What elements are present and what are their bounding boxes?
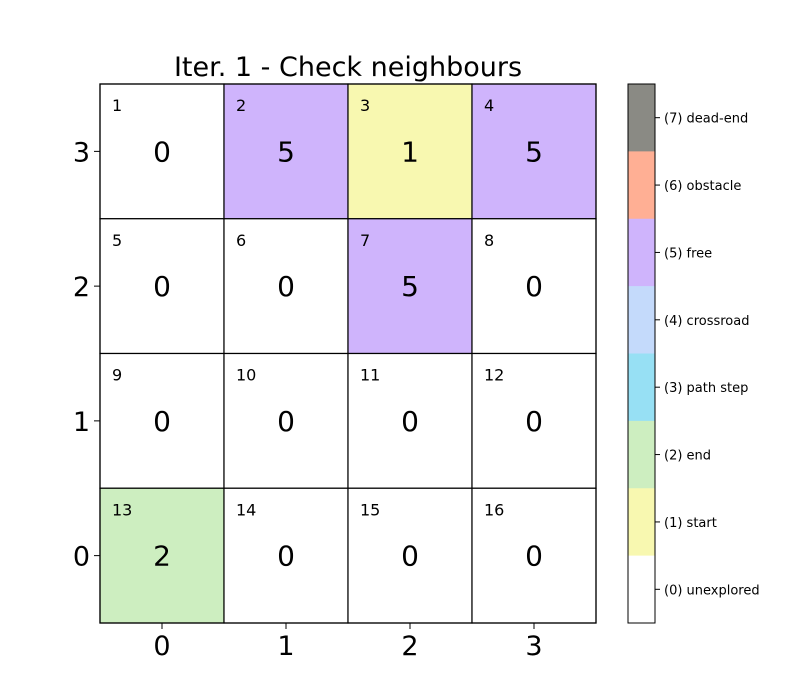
x-tick-label: 1 (277, 631, 294, 662)
cell-id: 7 (360, 231, 370, 250)
cell-id: 6 (236, 231, 246, 250)
colorbar-label: (3) path step (664, 381, 748, 396)
colorbar-label: (5) free (664, 246, 712, 261)
cell-id: 9 (112, 366, 122, 385)
cell-id: 4 (484, 96, 494, 115)
colorbar-swatch (628, 353, 655, 422)
cell-fill (223, 83, 349, 220)
grid-cell: 16 0 (471, 487, 597, 624)
colorbar-label: (6) obstacle (664, 179, 741, 194)
y-tick-label: 3 (73, 137, 90, 168)
colorbar-swatch (628, 84, 655, 152)
grid-cell: 13 2 (99, 487, 225, 624)
cell-value: 1 (401, 135, 419, 168)
colorbar-label: (4) crossroad (664, 314, 749, 329)
grid-cell: 50 (99, 218, 225, 355)
plot-frame (99, 83, 597, 624)
cell-value: 0 (525, 540, 543, 573)
cell-fill (471, 218, 597, 355)
cell-id: 13 (112, 500, 132, 519)
grid-cell: 60 (223, 218, 349, 355)
cell-id: 8 (484, 231, 494, 250)
grid-cell: 14 0 (223, 487, 349, 624)
grid-cell: 15 0 (347, 487, 473, 624)
colorbar-label: (0) unexplored (664, 583, 760, 598)
cell-id: 1 (112, 96, 122, 115)
cell-value: 5 (277, 135, 295, 168)
cell-value: 5 (525, 135, 543, 168)
colorbar-swatch (628, 151, 655, 220)
chart-title: Iter. 1 - Check neighbours (174, 52, 522, 83)
y-tick-label: 2 (73, 272, 90, 303)
grid-cell: 31 (347, 83, 473, 220)
cell-value: 0 (401, 540, 419, 573)
grid-cell: 10 0 (223, 352, 349, 489)
cell-fill (471, 352, 597, 489)
cell-fill (99, 487, 225, 624)
cell-fill (471, 83, 597, 220)
cell-value: 0 (277, 405, 295, 438)
x-tick-label: 0 (153, 631, 170, 662)
x-tick-label: 3 (525, 631, 542, 662)
cell-fill (99, 218, 225, 355)
grid-cell: 75 (347, 218, 473, 355)
cell-fill (471, 487, 597, 624)
cell-fill (223, 487, 349, 624)
cell-value: 0 (153, 405, 171, 438)
colorbar-swatch (628, 488, 655, 557)
colorbar-label: (2) end (664, 449, 711, 464)
cell-fill (223, 352, 349, 489)
cell-id: 3 (360, 96, 370, 115)
grid-cell: 11 0 (347, 352, 473, 489)
grid-cell: 25 (223, 83, 349, 220)
grid-cell: 80 (471, 218, 597, 355)
cell-value: 0 (525, 405, 543, 438)
cell-value: 5 (401, 270, 419, 303)
cell-value: 0 (525, 270, 543, 303)
cell-fill (99, 83, 225, 220)
colorbar-label: (1) start (664, 516, 717, 531)
cell-value: 0 (153, 135, 171, 168)
grid-cell: 45 (471, 83, 597, 220)
y-tick-label: 0 (73, 542, 90, 573)
cell-id: 14 (236, 500, 256, 519)
cell-id: 11 (360, 366, 380, 385)
colorbar: (7) dead-end (6) obstacle (5) free (4) cros… (627, 83, 760, 624)
y-tick-label: 1 (73, 407, 90, 438)
cell-value: 0 (277, 270, 295, 303)
grid-cell: 12 0 (471, 352, 597, 489)
cell-value: 0 (401, 405, 419, 438)
cell-id: 10 (236, 366, 256, 385)
cell-id: 12 (484, 366, 504, 385)
colorbar-swatch (628, 286, 655, 354)
cell-id: 15 (360, 500, 380, 519)
cell-value: 2 (153, 540, 171, 573)
colorbar-frame (627, 83, 656, 624)
colorbar-swatch (628, 420, 655, 489)
x-tick-label: 2 (401, 631, 418, 662)
cell-id: 5 (112, 231, 122, 250)
colorbar-label: (7) dead-end (664, 112, 748, 127)
grid-cell: 10 (99, 83, 225, 220)
colorbar-swatch (628, 218, 655, 287)
cell-fill (223, 218, 349, 355)
cell-value: 0 (277, 540, 295, 573)
cell-value: 0 (153, 270, 171, 303)
grid-cell: 90 (99, 352, 225, 489)
colorbar-swatch (628, 555, 655, 624)
cell-fill (347, 487, 473, 624)
cell-id: 2 (236, 96, 246, 115)
cell-id: 16 (484, 500, 504, 519)
